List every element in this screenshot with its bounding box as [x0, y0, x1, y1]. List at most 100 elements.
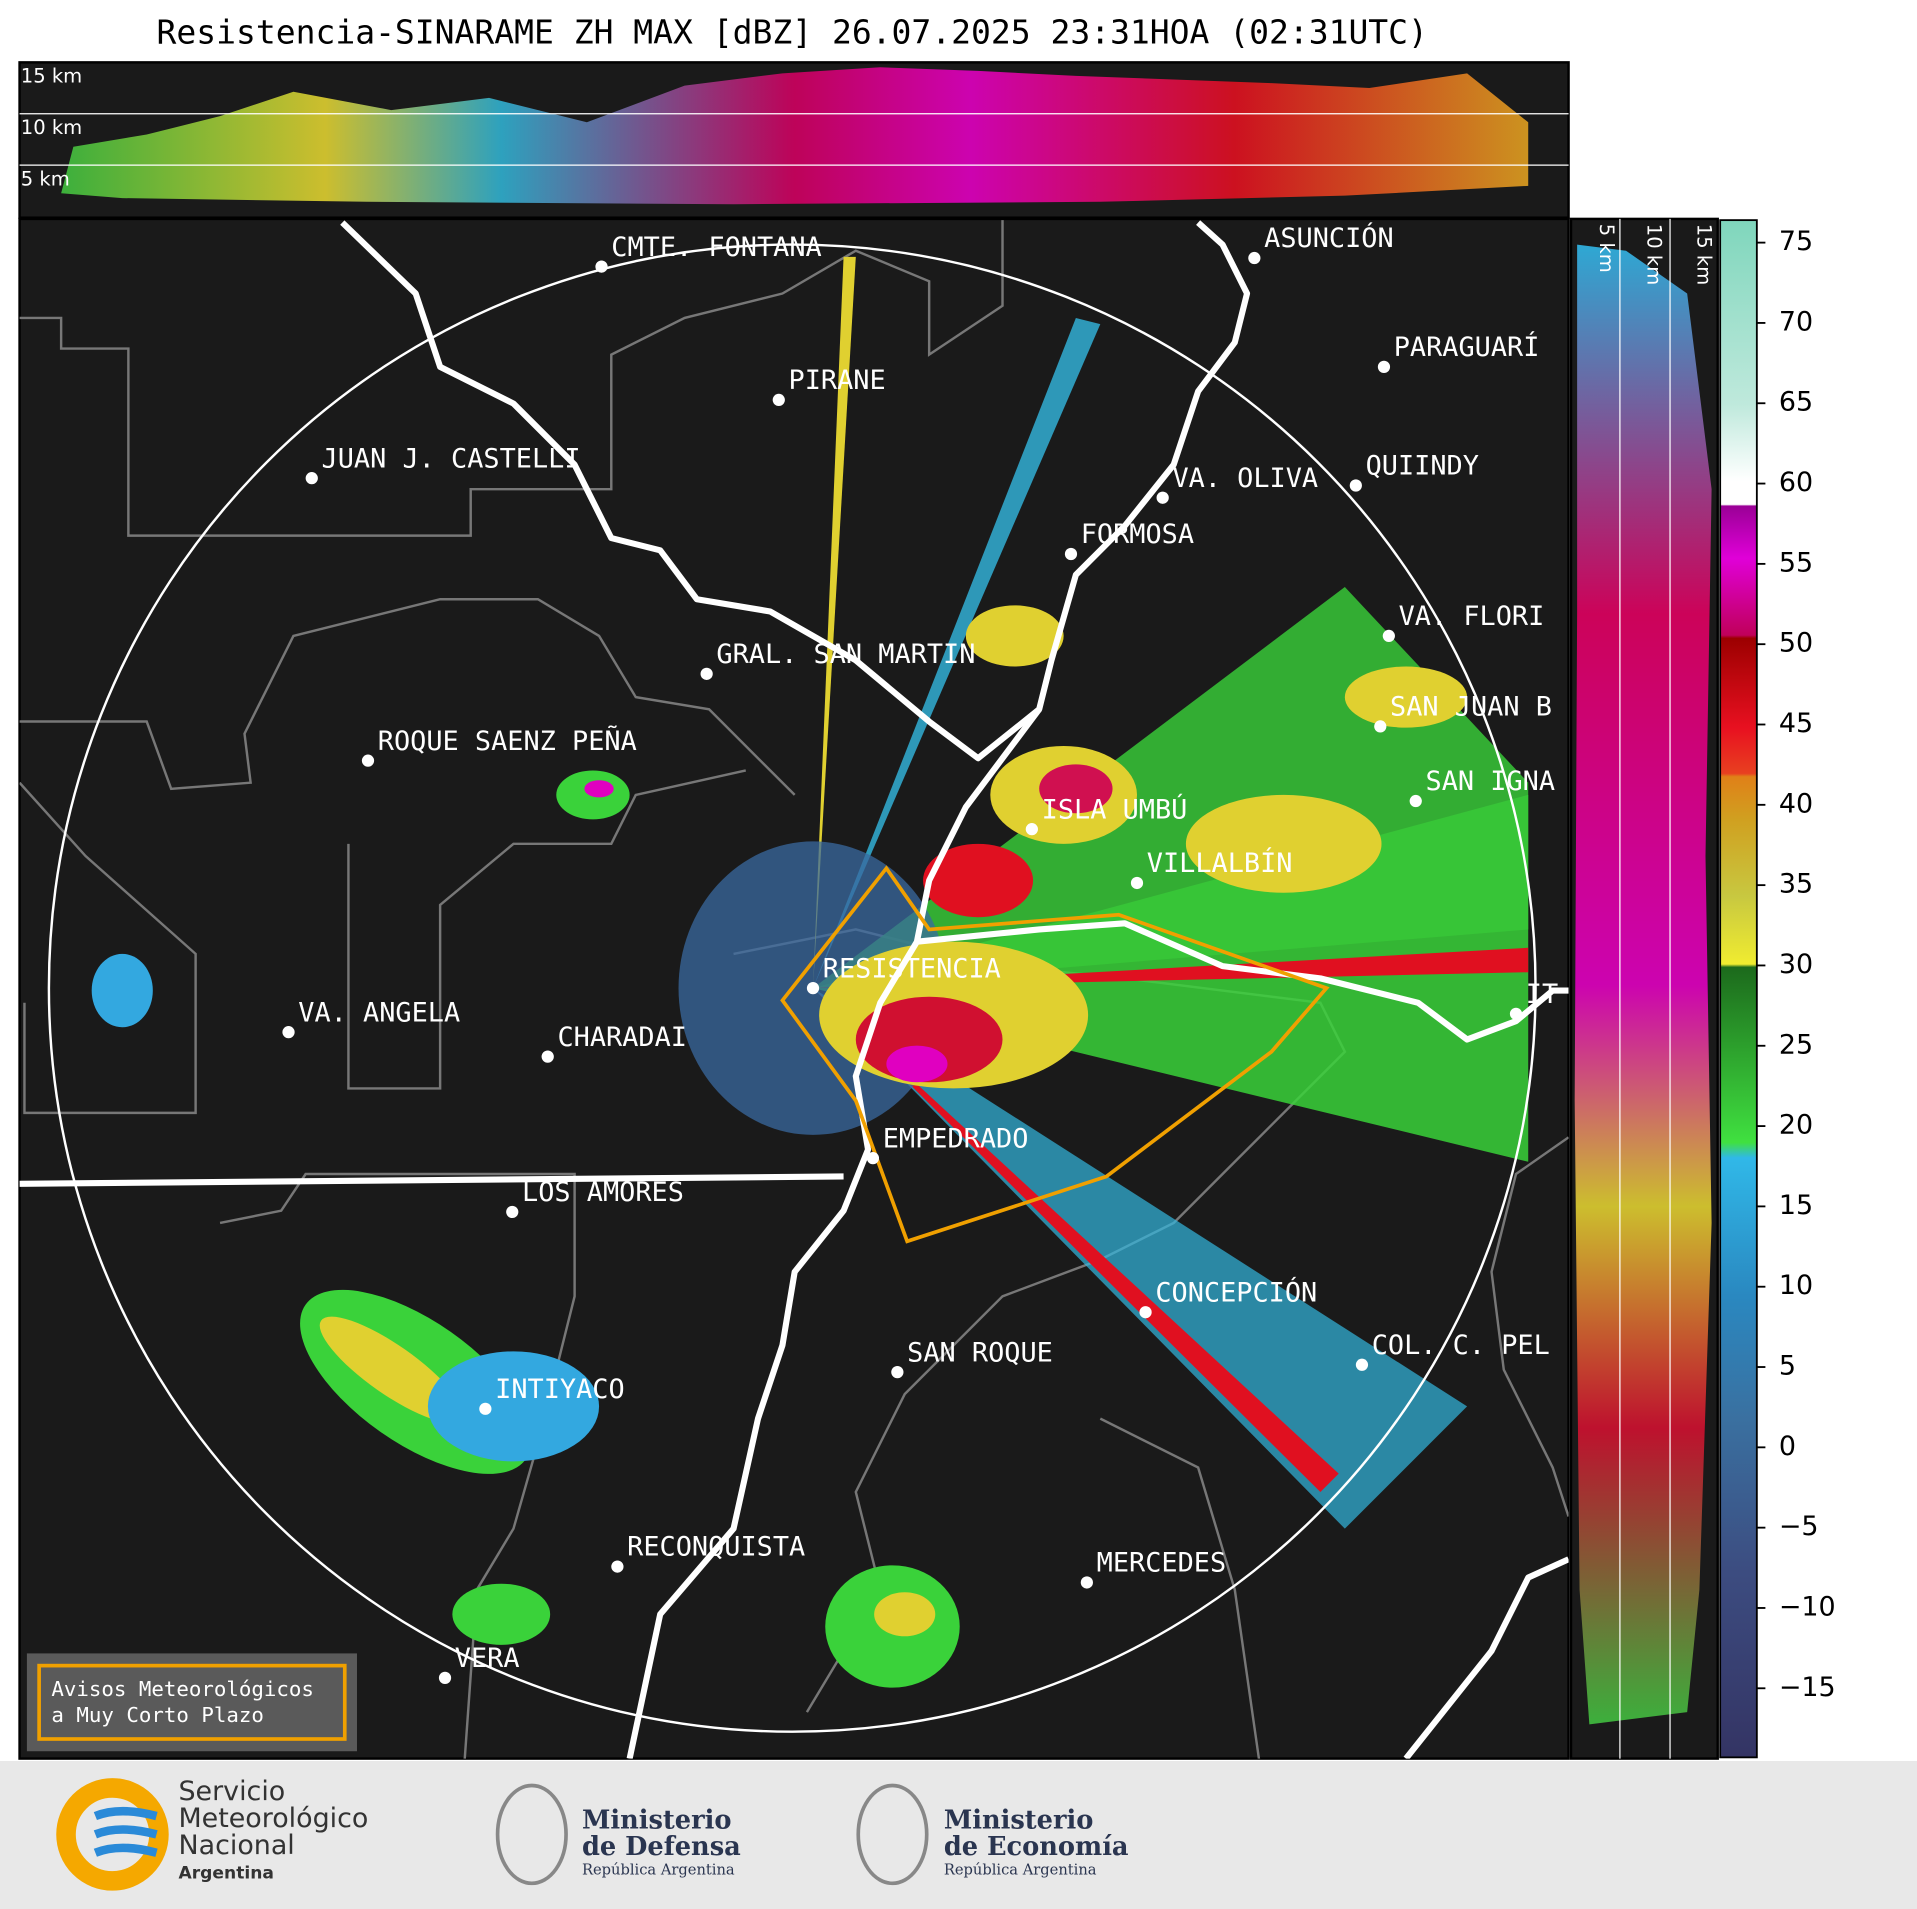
colorbar-tick-label: 75 [1779, 226, 1813, 257]
city-dot [282, 1026, 295, 1039]
logo-text: Nacional [178, 1830, 294, 1861]
city-dot [541, 1050, 554, 1063]
colorbar-tick-label: 0 [1779, 1431, 1796, 1462]
defensa-logo: Ministerio de Defensa República Argentin… [495, 1783, 741, 1886]
city-label: RESISTENCIA [823, 953, 1001, 984]
colorbar [1719, 219, 1758, 1759]
side-echo [1574, 244, 1712, 1725]
city-dot [1025, 823, 1038, 836]
warning-box-frame[interactable] [37, 1663, 347, 1741]
height-label: 10 km [21, 116, 82, 139]
city-dot [1130, 876, 1144, 890]
city-dot [1509, 1007, 1523, 1020]
city-label: PARAGUARÍ [1394, 331, 1540, 363]
city-dot [595, 260, 608, 273]
city-label: ASUNCIÓN [1264, 222, 1394, 254]
height-label: 15 km [1693, 224, 1716, 285]
city-dot [1349, 479, 1362, 492]
logo-text: República Argentina [582, 1862, 735, 1879]
city-dot [1377, 360, 1391, 373]
city-dot [866, 1152, 880, 1165]
city-dot [1248, 251, 1261, 265]
city-dot [1355, 1358, 1369, 1371]
colorbar-tick-label: 65 [1779, 387, 1813, 418]
city-dot [1382, 629, 1395, 643]
warning-polygon [780, 865, 1330, 1244]
colorbar-tick-label: 20 [1779, 1110, 1813, 1141]
city-label: FORMOSA [1081, 519, 1194, 550]
logo-text: Ministerio [944, 1805, 1094, 1835]
city-label: VA. FLORI [1399, 601, 1545, 632]
city-dot [806, 982, 820, 995]
city-label: GRAL. SAN MARTIN [716, 639, 975, 670]
city-dot [700, 667, 713, 680]
colorbar-tick-label: −5 [1779, 1511, 1819, 1542]
footer [0, 1761, 1917, 1909]
city-label: VA. ANGELA [298, 997, 460, 1028]
city-label: QUIINDY [1366, 451, 1479, 482]
warning-text: a Muy Corto Plazo [51, 1703, 264, 1727]
city-label: RECONQUISTA [627, 1532, 805, 1563]
city-label: VERA [455, 1643, 520, 1674]
city-label: ROQUE SAENZ PEÑA [378, 725, 637, 757]
city-label: SAN ROQUE [907, 1337, 1053, 1368]
city-label: ISLA UMBÚ [1042, 793, 1188, 825]
height-label: 5 km [1595, 224, 1618, 273]
logo-text: República Argentina [944, 1862, 1097, 1879]
city-dot [438, 1671, 452, 1684]
colorbar-tick-label: 25 [1779, 1029, 1813, 1060]
colorbar-tick-label: −10 [1779, 1591, 1836, 1622]
city-label: LOS AMORES [522, 1177, 684, 1208]
colorbar-tick-label: 60 [1779, 467, 1813, 498]
colorbar-tick-label: 70 [1779, 306, 1813, 337]
colorbar-tick-label: 35 [1779, 869, 1813, 900]
city-dot [772, 393, 785, 407]
city-dot [891, 1366, 904, 1379]
city-dot [361, 754, 375, 767]
city-label: COL. C. PEL [1372, 1330, 1550, 1361]
colorbar-tick-label: −15 [1779, 1672, 1836, 1703]
city-dot [479, 1402, 492, 1415]
city-label: CHARADAI [557, 1022, 687, 1053]
city-dot [1409, 794, 1422, 808]
city-dot [1064, 547, 1078, 561]
city-dot [506, 1205, 519, 1219]
logo-text: de Defensa [582, 1832, 741, 1862]
city-label: PIRANE [789, 365, 886, 396]
logo-text: Argentina [178, 1863, 273, 1883]
city-dot [611, 1560, 624, 1573]
city-label: SAN IGNA [1426, 766, 1556, 797]
logo-text: Servicio [178, 1776, 285, 1807]
city-label: MERCEDES [1097, 1548, 1227, 1579]
city-dot [1156, 491, 1169, 504]
colorbar-tick-label: 45 [1779, 708, 1813, 739]
colorbar-tick-label: 30 [1779, 949, 1813, 980]
height-label: 5 km [21, 167, 70, 190]
city-dot [1374, 720, 1387, 733]
colorbar-tick-label: 10 [1779, 1270, 1813, 1301]
city-label: JUAN J. CASTELLI [322, 443, 581, 474]
colorbar-tick-label: 15 [1779, 1190, 1813, 1221]
top-echo [61, 67, 1529, 205]
city-label: IT [1526, 979, 1558, 1010]
city-label: CONCEPCIÓN [1155, 1276, 1317, 1308]
city-dot [305, 472, 318, 485]
city-label: VA. OLIVA [1172, 463, 1318, 494]
warning-box [26, 1653, 357, 1752]
map-layer: CMTE. FONTANA PIRANE JUAN J. CASTELLI ASUNC… [19, 220, 1569, 1759]
range-ring [47, 243, 1537, 1733]
title: Resistencia-SINARAME ZH MAX [dBZ] 26.07.… [157, 13, 1428, 52]
logo-text: Meteorológico [178, 1803, 368, 1834]
economia-logo: Ministerio de Economía República Argenti… [856, 1783, 1129, 1886]
height-label: 15 km [21, 65, 82, 88]
city-label: VILLALBÍN [1147, 847, 1293, 879]
city-label: EMPEDRADO [883, 1123, 1029, 1154]
logo-text: de Economía [944, 1832, 1129, 1862]
city-label: CMTE. FONTANA [611, 232, 821, 263]
colorbar-tick-label: 5 [1779, 1351, 1796, 1382]
city-label: INTIYACO [495, 1374, 625, 1405]
colorbar-tick-label: 55 [1779, 547, 1813, 578]
radar-echoes [91, 256, 1529, 1688]
warning-text: Avisos Meteorológicos [51, 1677, 314, 1701]
